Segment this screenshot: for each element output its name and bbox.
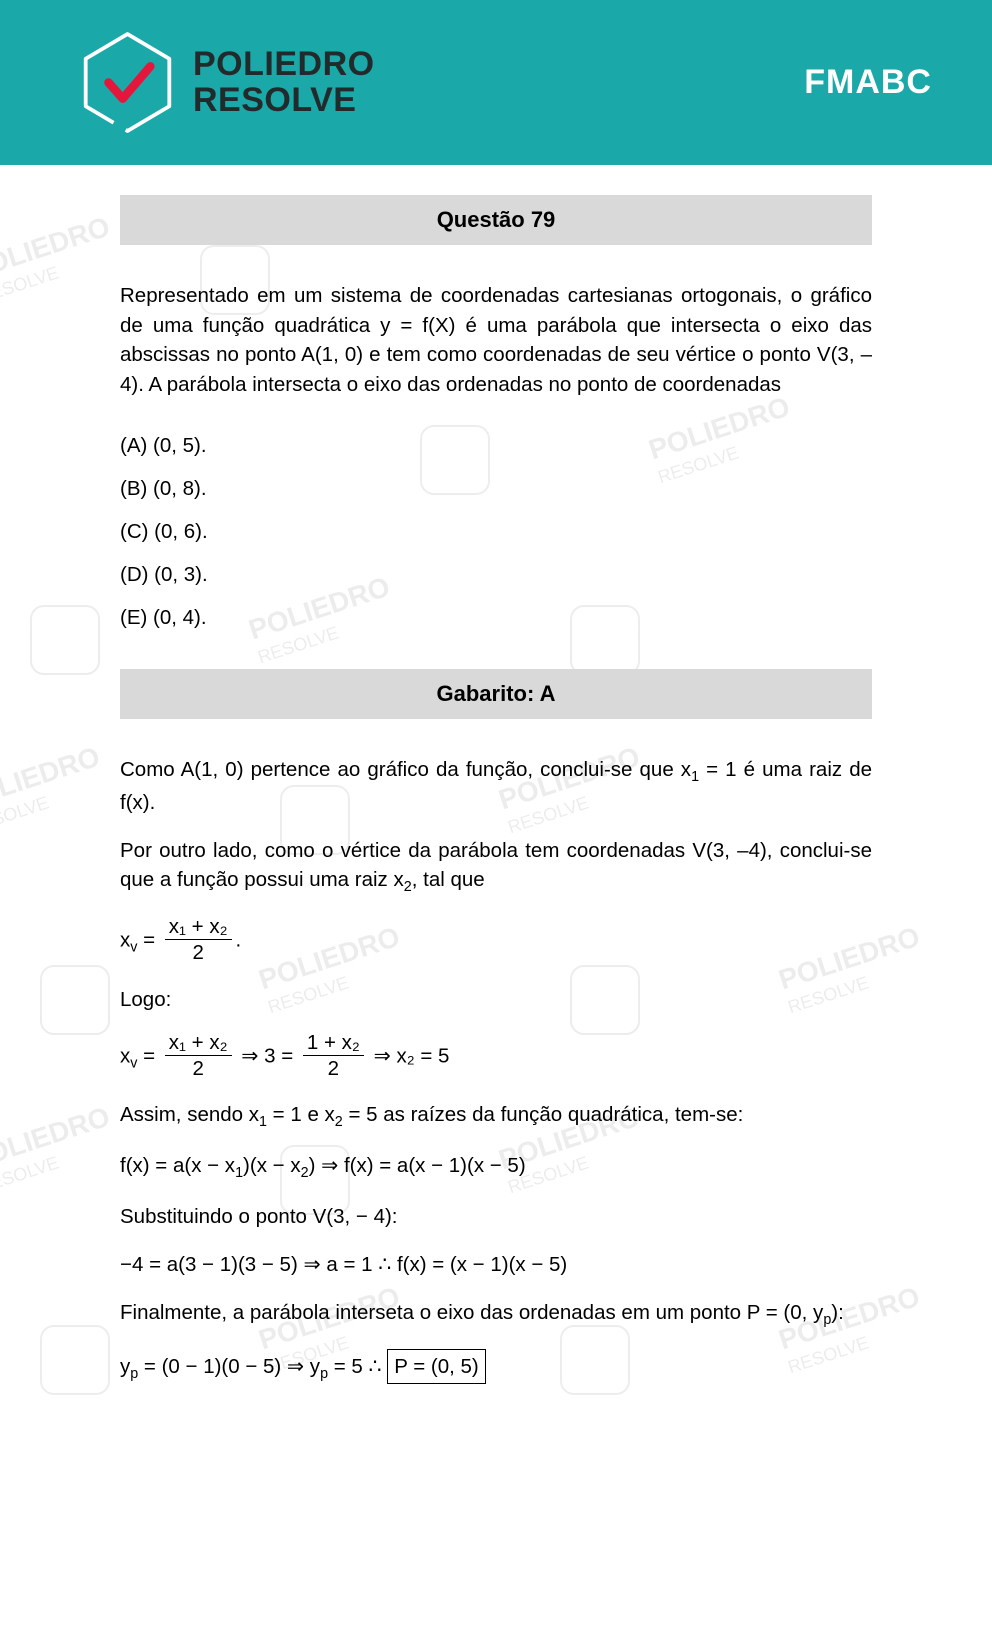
sol-p4: Substituindo o ponto V(3, − 4): [120, 1202, 872, 1232]
question-body: Representado em um sistema de coordenada… [120, 281, 872, 400]
sol-p1: Como A(1, 0) pertence ao gráfico da funç… [120, 755, 872, 818]
logo-text: POLIEDRO RESOLVE [193, 47, 375, 118]
boxed-answer: P = (0, 5) [387, 1349, 486, 1385]
answer-title-bar: Gabarito: A [120, 669, 872, 719]
option-a: (A) (0, 5). [120, 424, 872, 467]
header-banner: POLIEDRO RESOLVE FMABC [0, 0, 992, 165]
logo-block: POLIEDRO RESOLVE [80, 30, 375, 135]
sol-p3: Assim, sendo x1 = 1 e x2 = 5 as raízes d… [120, 1100, 872, 1133]
option-b: (B) (0, 8). [120, 467, 872, 510]
eq-sub: −4 = a(3 − 1)(3 − 5) ⇒ a = 1 ∴ f(x) = (x… [120, 1250, 872, 1280]
page-body: POLIEDRORESOLVE POLIEDRORESOLVE POLIEDRO… [0, 165, 992, 1462]
eq-fx: f(x) = a(x − x1)(x − x2) ⇒ f(x) = a(x − … [120, 1151, 872, 1184]
logo-line-1: POLIEDRO [193, 47, 375, 83]
eq-xv-solve: xv = x₁ + x₂ 2 ⇒ 3 = 1 + x₂ 2 ⇒ x₂ = 5 [120, 1032, 872, 1082]
eq-xv-def: xv = x₁ + x₂ 2 . [120, 916, 872, 966]
hex-logo-icon [80, 30, 175, 135]
option-c: (C) (0, 6). [120, 510, 872, 553]
sol-logo: Logo: [120, 985, 872, 1015]
exam-label: FMABC [804, 63, 932, 102]
solution: Como A(1, 0) pertence ao gráfico da funç… [120, 755, 872, 1384]
option-e: (E) (0, 4). [120, 596, 872, 639]
sol-p5: Finalmente, a parábola interseta o eixo … [120, 1298, 872, 1331]
option-d: (D) (0, 3). [120, 553, 872, 596]
logo-line-2: RESOLVE [193, 83, 375, 119]
eq-final: yp = (0 − 1)(0 − 5) ⇒ yp = 5 ∴ P = (0, 5… [120, 1349, 872, 1385]
content: Questão 79 Representado em um sistema de… [120, 195, 872, 1384]
sol-p2: Por outro lado, como o vértice da parábo… [120, 836, 872, 899]
question-title-bar: Questão 79 [120, 195, 872, 245]
options-list: (A) (0, 5). (B) (0, 8). (C) (0, 6). (D) … [120, 424, 872, 639]
